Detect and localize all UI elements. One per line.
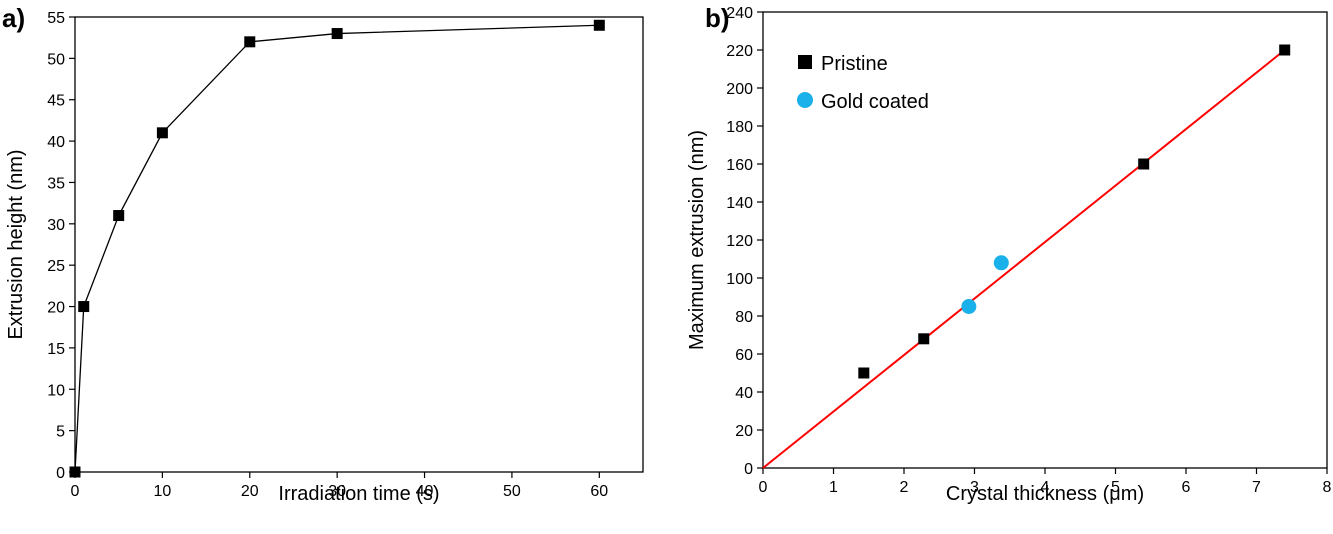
data-point-pristine [1138, 158, 1150, 170]
x-axis-label: Irradiation time (s) [278, 483, 439, 505]
legend: Pristine Gold coated [797, 53, 929, 113]
x-tick-label: 1 [829, 479, 838, 496]
y-tick-label: 5 [56, 424, 65, 441]
plot-frame [74, 16, 644, 473]
data-point-extrusion-height [244, 36, 256, 48]
data-point-pristine [918, 333, 930, 345]
y-tick-label: 160 [726, 157, 753, 174]
x-tick-label: 30 [328, 483, 346, 500]
y-axis-label: Maximum extrusion (nm) [686, 130, 708, 350]
data-point-extrusion-height [331, 28, 343, 40]
y-tick-label: 50 [47, 51, 65, 68]
x-tick-label: 60 [590, 483, 608, 500]
y-tick-label: 0 [56, 465, 65, 482]
x-tick-label: 5 [1111, 479, 1120, 496]
data-point-extrusion-height [113, 210, 125, 222]
data-point-extrusion-height [593, 19, 605, 31]
x-tick-label: 10 [153, 483, 171, 500]
chart-panel-b: b)0 1 2 3 4 5 6 7 802040608010012014016018020022… [686, 3, 1332, 505]
y-tick-label: 240 [726, 5, 753, 22]
legend-label: Gold coated [821, 91, 929, 113]
x-tick-label: 20 [241, 483, 259, 500]
y-tick-label: 40 [47, 134, 65, 151]
y-tick-label: 80 [735, 309, 753, 326]
data-point-gold-coated [993, 255, 1009, 271]
y-tick-label: 40 [735, 385, 753, 402]
y-tick-label: 220 [726, 43, 753, 60]
y-tick-label: 120 [726, 233, 753, 250]
panel-letter: b) [705, 3, 730, 33]
data-point-gold-coated [961, 299, 977, 314]
data-point-extrusion-height [69, 466, 81, 478]
x-tick-label: 2 [900, 479, 909, 496]
y-tick-label: 60 [735, 347, 753, 364]
x-tick-label: 0 [71, 483, 80, 500]
chart-panel-a: a) 0 10 20 30 40 50 60 0 5 10 15 20 25 30 35 40 45 50 55 Irr… [2, 3, 644, 505]
y-tick-label: 30 [47, 217, 65, 234]
y-tick-label: 10 [47, 382, 65, 399]
data-point-pristine [858, 367, 870, 379]
legend-label: Pristine [821, 53, 888, 75]
x-tick-label: 6 [1182, 479, 1191, 496]
x-tick-label: 0 [759, 479, 768, 496]
y-tick-label: 180 [726, 119, 753, 136]
y-tick-label: 100 [726, 271, 753, 288]
data-point-extrusion-height [78, 301, 90, 313]
y-tick-label: 20 [47, 300, 65, 317]
y-tick-label: 15 [47, 341, 65, 358]
y-tick-label: 200 [726, 81, 753, 98]
y-tick-label: 140 [726, 195, 753, 212]
y-axis-label: Extrusion height (nm) [5, 149, 27, 339]
x-axis-label: Crystal thickness (μm) [946, 483, 1144, 505]
x-tick-label: 7 [1252, 479, 1261, 496]
panel-letter: a) [2, 3, 25, 33]
x-tick-label: 4 [1041, 479, 1050, 496]
x-tick-label: 40 [416, 483, 434, 500]
x-tick-label: 50 [503, 483, 521, 500]
legend-marker-pristine [798, 55, 812, 69]
y-tick-label: 45 [47, 93, 65, 110]
fit-line [762, 49, 1286, 469]
y-tick-label: 20 [735, 423, 753, 440]
y-tick-label: 25 [47, 258, 65, 275]
x-tick-label: 8 [1323, 479, 1332, 496]
y-tick-label: 55 [47, 10, 65, 27]
x-tick-label: 3 [970, 479, 979, 496]
data-point-pristine [1279, 44, 1291, 56]
y-tick-label: 0 [744, 461, 753, 478]
data-point-extrusion-height [156, 127, 168, 139]
legend-marker-gold-coated [797, 92, 813, 108]
series-line [74, 24, 600, 473]
y-tick-label: 35 [47, 175, 65, 192]
